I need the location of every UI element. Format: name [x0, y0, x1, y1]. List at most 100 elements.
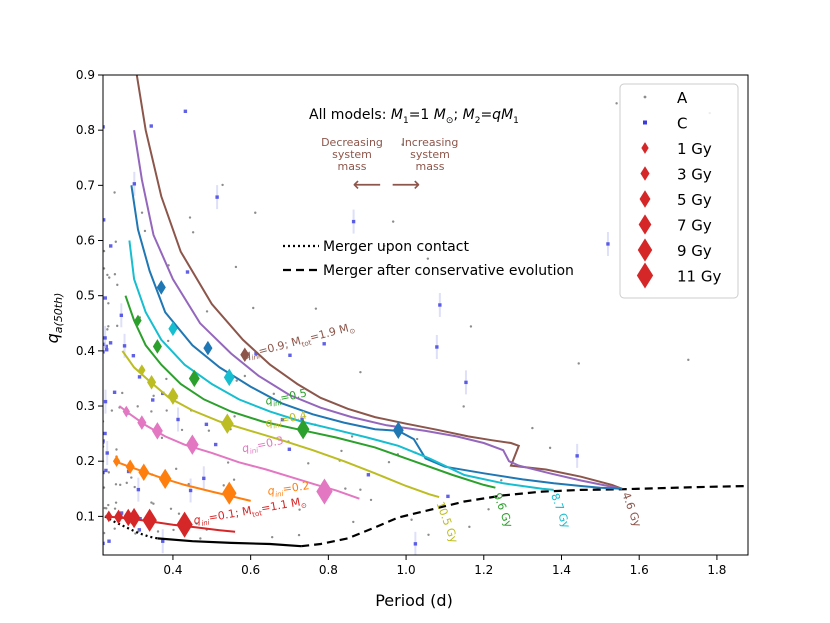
legend-marker-diamond	[636, 262, 654, 289]
point-a	[107, 302, 110, 305]
point-a	[114, 240, 118, 243]
point-a	[116, 283, 119, 287]
models-label-msun: M	[434, 107, 446, 123]
age-diamond	[127, 507, 141, 529]
point-a	[270, 535, 274, 539]
point-a	[160, 436, 164, 440]
point-c	[606, 242, 610, 246]
series-line	[128, 240, 554, 491]
point-a	[165, 377, 168, 381]
point-a	[103, 486, 106, 489]
point-a	[165, 409, 168, 412]
age-label: 4.6 Gy	[619, 490, 644, 529]
point-a	[116, 324, 119, 328]
point-c	[109, 244, 113, 248]
x-axis-label: Period (d)	[375, 591, 453, 610]
age-diamond	[138, 364, 146, 377]
legend-label: A	[677, 89, 688, 107]
y-tick-label: 0.8	[76, 123, 95, 137]
point-a	[298, 508, 301, 511]
legend-label: 9 Gy	[677, 242, 712, 260]
point-a	[469, 325, 473, 328]
point-a	[531, 426, 534, 430]
point-a	[130, 476, 133, 479]
point-a	[113, 527, 116, 530]
legend-label: 1 Gy	[677, 140, 712, 158]
point-a	[410, 518, 413, 521]
point-a	[387, 460, 391, 464]
curve-label: qini=0.2	[267, 479, 311, 500]
point-a	[174, 467, 178, 471]
point-c	[161, 539, 165, 543]
y-tick-label: 0.4	[76, 344, 95, 358]
point-c	[366, 473, 371, 477]
point-c	[254, 351, 258, 356]
point-a	[226, 461, 230, 464]
age-diamond	[138, 463, 150, 481]
point-a	[401, 143, 404, 146]
point-a	[140, 211, 144, 214]
age-diamond	[125, 459, 135, 475]
lines-layer	[104, 75, 748, 548]
age-diamond	[113, 509, 124, 525]
point-a	[615, 102, 618, 105]
left-arrow-line-2: system	[332, 148, 372, 161]
models-label: All models: M1=1 M⊙; M2=qM1	[309, 107, 519, 126]
arrow-annotation: Decreasing system mass Increasing system…	[321, 136, 458, 196]
merger-contact-line	[104, 515, 158, 540]
point-a	[307, 462, 310, 465]
point-a	[136, 405, 139, 408]
y-tick-label: 0.9	[76, 68, 95, 82]
legend-marker-c	[643, 120, 647, 125]
point-c	[322, 342, 326, 346]
age-label: 10.5 Gy	[434, 500, 461, 545]
point-c	[287, 447, 292, 451]
models-label-m1: M	[391, 107, 403, 123]
legend-label: C	[677, 115, 687, 133]
y-axis-label: qa(50th)	[43, 293, 65, 344]
point-a	[103, 267, 106, 270]
point-a	[314, 307, 318, 310]
point-c	[213, 442, 218, 447]
point-c	[103, 431, 107, 436]
point-c	[119, 511, 124, 515]
point-a	[427, 533, 430, 537]
point-c	[188, 488, 193, 493]
point-a	[207, 429, 211, 432]
point-a	[468, 525, 471, 529]
merger-conservative-label: Merger after conservative evolution	[323, 263, 574, 279]
point-a	[234, 265, 238, 269]
curve-label: qini=0.3	[241, 434, 285, 457]
point-a	[235, 379, 238, 382]
age-diamond	[222, 481, 237, 505]
point-c	[438, 303, 442, 307]
point-a	[106, 273, 109, 277]
point-a	[199, 537, 202, 540]
y-tick-label: 0.1	[76, 509, 95, 523]
point-a	[577, 362, 580, 365]
x-tick-label: 0.8	[319, 563, 338, 577]
merger-legend: Merger upon contact Merger after conserv…	[283, 239, 574, 279]
point-a	[222, 484, 225, 487]
merger-conservative-line	[301, 484, 748, 548]
series-line	[133, 130, 623, 490]
legend-marker-diamond	[639, 190, 651, 208]
point-a	[548, 446, 552, 450]
point-a	[426, 257, 430, 260]
point-a	[350, 435, 354, 438]
point-a	[191, 231, 195, 234]
point-a	[221, 183, 224, 187]
y-tick-label: 0.2	[76, 454, 95, 468]
age-diamond	[167, 387, 179, 405]
age-diamond	[186, 434, 199, 455]
x-tick-label: 1.4	[552, 563, 571, 577]
point-a	[344, 487, 347, 490]
y-axis-label-main: q	[43, 333, 62, 343]
age-diamond	[240, 347, 250, 363]
point-a	[108, 276, 111, 279]
age-diamond	[112, 455, 121, 468]
point-a	[107, 325, 110, 328]
point-c	[435, 345, 439, 349]
